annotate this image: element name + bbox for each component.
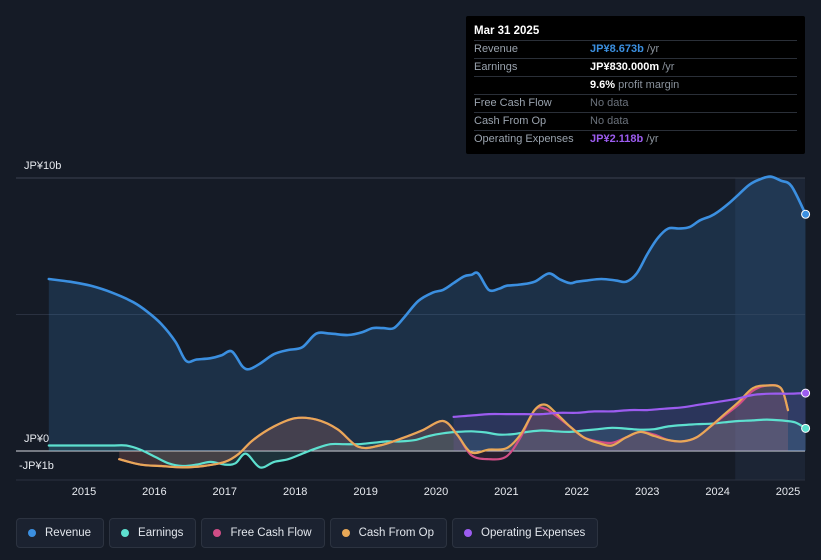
series-area-operating-expenses: [453, 393, 806, 451]
series-endpoint-operating-expenses: [801, 388, 811, 398]
series-endpoint-revenue: [801, 209, 811, 219]
tooltip-value: No data: [590, 115, 629, 127]
tooltip-label: [474, 77, 590, 94]
series-endpoint-earnings: [801, 423, 811, 433]
x-tick-label: 2024: [705, 486, 729, 498]
tooltip-unit: /yr: [646, 133, 659, 145]
x-tick-label: 2017: [213, 486, 237, 498]
tooltip-row-earnings: Earnings JP¥830.000m /yr: [474, 58, 797, 76]
legend-item-earnings[interactable]: Earnings: [109, 518, 197, 548]
series-area-free-cash-flow: [119, 385, 788, 468]
forecast-highlight-band: [735, 178, 805, 480]
series-line-cash-from-op[interactable]: [118, 384, 790, 469]
legend-dot-icon: [213, 529, 222, 537]
tooltip-unit: /yr: [662, 61, 675, 73]
chart-legend: Revenue Earnings Free Cash Flow Cash Fro…: [16, 518, 599, 548]
legend-label: Earnings: [138, 527, 184, 539]
tooltip-row-cash-from-op: Cash From Op No data: [474, 112, 797, 130]
series-area-cash-from-op: [119, 385, 788, 468]
tooltip-row-free-cash-flow: Free Cash Flow No data: [474, 94, 797, 112]
series-line-earnings[interactable]: [47, 418, 807, 469]
tooltip-row-operating-expenses: Operating Expenses JP¥2.118b /yr: [474, 130, 797, 148]
y-label-zero: JP¥0: [24, 433, 50, 445]
series-area-revenue: [48, 176, 806, 451]
x-tick-label: 2016: [142, 486, 166, 498]
legend-dot-icon: [121, 529, 130, 537]
tooltip-value: JP¥2.118b: [590, 133, 644, 145]
series-line-operating-expenses[interactable]: [452, 392, 807, 418]
legend-item-revenue[interactable]: Revenue: [16, 518, 105, 548]
tooltip-value: 9.6%: [590, 79, 616, 91]
legend-label: Free Cash Flow: [230, 527, 312, 539]
x-tick-label: 2023: [635, 486, 659, 498]
tooltip-label: Revenue: [474, 43, 519, 55]
tooltip-date: Mar 31 2025: [474, 25, 540, 37]
tooltip-value: JP¥830.000m: [590, 61, 660, 73]
x-tick-label: 2018: [283, 486, 307, 498]
tooltip-unit: /yr: [646, 43, 660, 55]
legend-label: Cash From Op: [358, 527, 435, 539]
tooltip-label: Operating Expenses: [474, 133, 574, 145]
y-label-top: JP¥10b: [24, 160, 62, 172]
x-tick-label: 2025: [776, 486, 800, 498]
series-line-revenue[interactable]: [47, 175, 807, 371]
legend-item-operating-expenses[interactable]: Operating Expenses: [452, 518, 599, 548]
x-tick-label: 2021: [494, 486, 518, 498]
tooltip-value: No data: [590, 97, 629, 109]
legend-dot-icon: [28, 529, 36, 537]
x-tick-label: 2019: [353, 486, 377, 498]
tooltip-label: Cash From Op: [474, 115, 547, 127]
legend-item-cash-from-op[interactable]: Cash From Op: [329, 518, 448, 548]
tooltip-label: Earnings: [474, 61, 518, 73]
data-tooltip: Mar 31 2025 Revenue JP¥8.673b /yr Earnin…: [466, 16, 805, 154]
tooltip-label: Free Cash Flow: [474, 97, 552, 109]
legend-item-free-cash-flow[interactable]: Free Cash Flow: [201, 518, 325, 548]
x-tick-label: 2022: [565, 486, 589, 498]
legend-dot-icon: [341, 529, 350, 537]
tooltip-value: JP¥8.673b: [590, 43, 644, 55]
legend-label: Revenue: [45, 527, 92, 539]
tooltip-unit: profit margin: [618, 79, 680, 91]
y-label-bottom: -JP¥1b: [19, 460, 54, 472]
legend-label: Operating Expenses: [481, 527, 586, 539]
x-tick-label: 2015: [72, 486, 96, 498]
tooltip-row-revenue: Revenue JP¥8.673b /yr: [474, 40, 797, 58]
x-tick-label: 2020: [424, 486, 448, 498]
tooltip-row-profit-margin: 9.6% profit margin: [474, 76, 797, 94]
legend-dot-icon: [464, 529, 473, 537]
